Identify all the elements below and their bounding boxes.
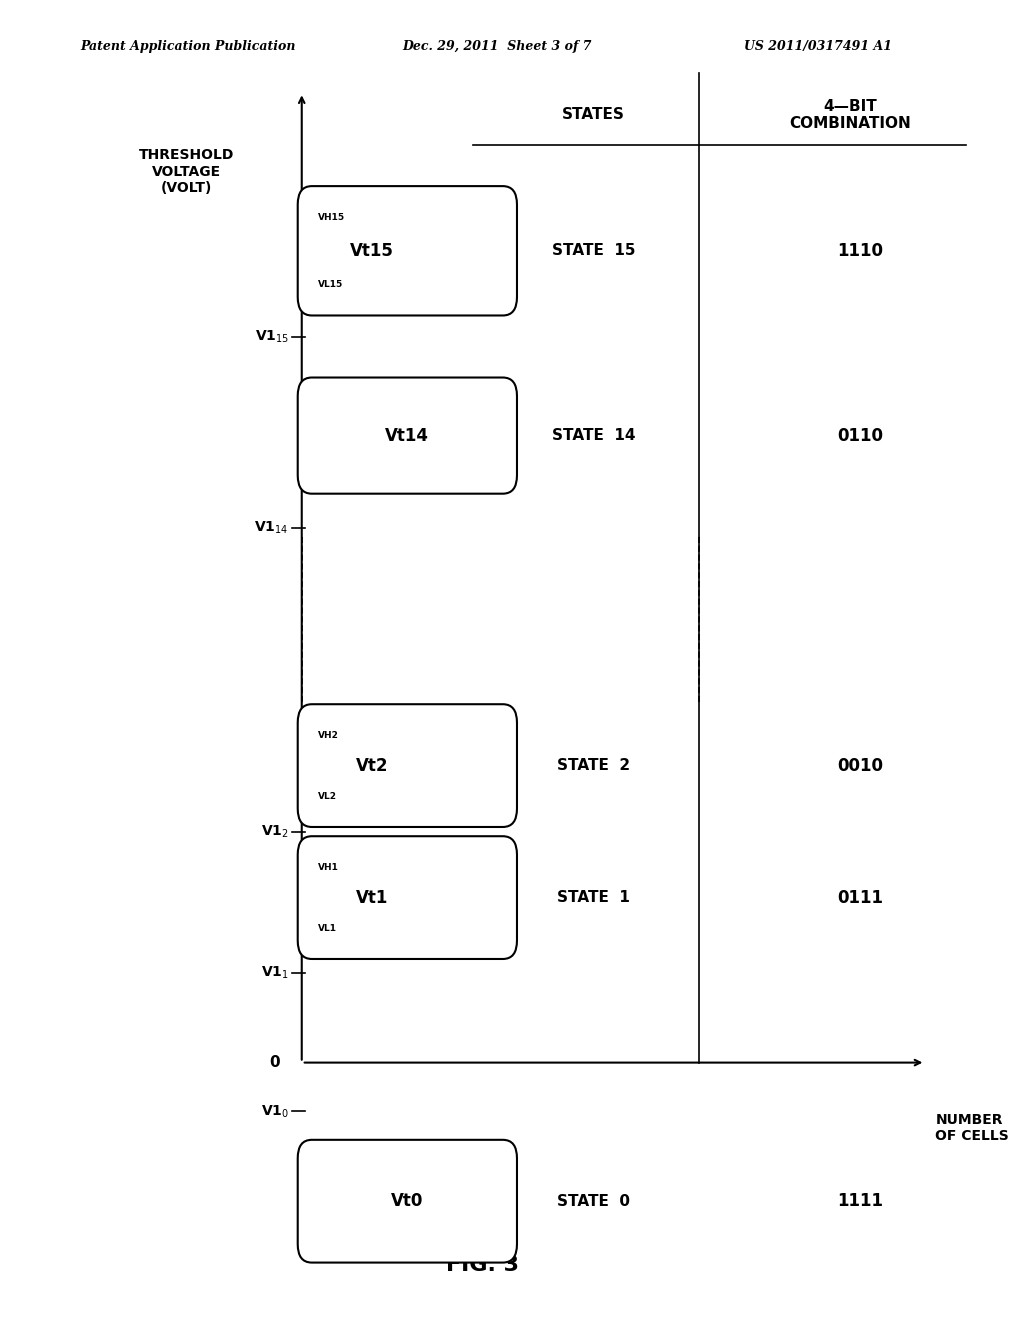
Text: Vt0: Vt0 [391,1192,424,1210]
Text: Patent Application Publication: Patent Application Publication [81,40,296,53]
Text: Vt2: Vt2 [356,756,388,775]
Text: VL1: VL1 [317,924,337,932]
Text: STATES: STATES [562,107,625,123]
Text: STATE  15: STATE 15 [552,243,635,259]
Text: Vt15: Vt15 [350,242,394,260]
Text: 0: 0 [269,1055,280,1071]
Text: US 2011/0317491 A1: US 2011/0317491 A1 [744,40,892,53]
Text: VH1: VH1 [317,863,339,871]
Text: V1$_{15}$: V1$_{15}$ [255,329,289,345]
Text: VL2: VL2 [317,792,337,800]
Text: STATE  14: STATE 14 [552,428,635,444]
FancyBboxPatch shape [298,186,517,315]
FancyBboxPatch shape [298,378,517,494]
Text: NUMBER
OF CELLS: NUMBER OF CELLS [935,1113,1009,1143]
Text: VH15: VH15 [317,213,345,222]
Text: V1$_2$: V1$_2$ [261,824,289,840]
Text: VL15: VL15 [317,280,343,289]
Text: 0010: 0010 [837,756,883,775]
Text: V1$_0$: V1$_0$ [261,1104,289,1119]
Text: FIG. 3: FIG. 3 [446,1254,519,1275]
Text: VH2: VH2 [317,731,339,739]
Text: Dec. 29, 2011  Sheet 3 of 7: Dec. 29, 2011 Sheet 3 of 7 [402,40,592,53]
Text: Vt1: Vt1 [356,888,388,907]
FancyBboxPatch shape [298,705,517,826]
Text: STATE  0: STATE 0 [557,1193,630,1209]
Text: 0111: 0111 [837,888,883,907]
Text: STATE  2: STATE 2 [557,758,630,774]
FancyBboxPatch shape [298,837,517,958]
Text: THRESHOLD
VOLTAGE
(VOLT): THRESHOLD VOLTAGE (VOLT) [138,148,233,195]
Text: V1$_{14}$: V1$_{14}$ [254,520,289,536]
Text: 1110: 1110 [837,242,883,260]
Text: 4—BIT
COMBINATION: 4—BIT COMBINATION [790,99,910,131]
Text: 0110: 0110 [837,426,883,445]
Text: 1111: 1111 [837,1192,883,1210]
Text: V1$_1$: V1$_1$ [261,965,289,981]
Text: Vt14: Vt14 [385,426,429,445]
FancyBboxPatch shape [298,1139,517,1262]
Text: STATE  1: STATE 1 [557,890,630,906]
